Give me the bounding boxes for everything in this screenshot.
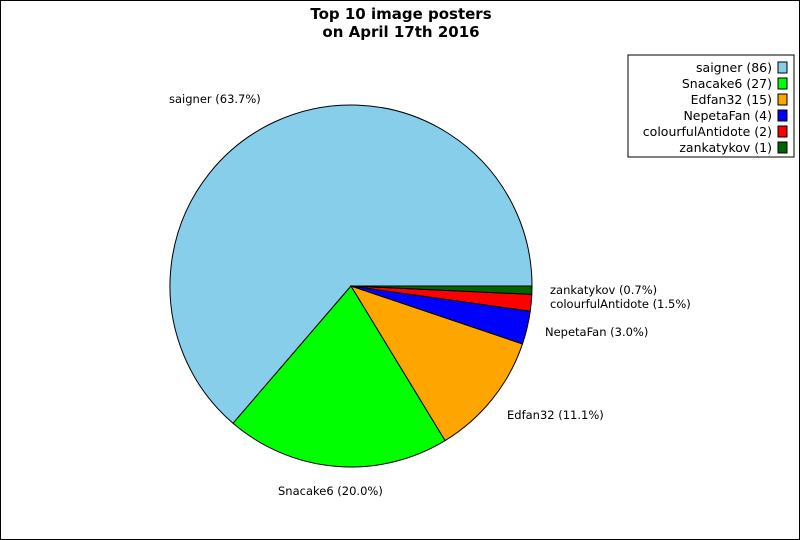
legend: saigner (86)Snacake6 (27)Edfan32 (15)Nep… [627,54,795,158]
legend-swatch-nepetafan [777,109,788,122]
legend-box [627,54,795,158]
chart-title-line-1: Top 10 image posters [310,5,491,23]
pie-slices [169,104,533,468]
legend-swatch-colourfulantidote [777,125,788,138]
legend-label-colourfulantidote: colourfulAntidote (2) [643,124,772,139]
slice-labels: saigner (63.7%) Snacake6 (20.0%) Edfan32 (… [169,92,691,498]
pie-slice-saigner [169,104,533,424]
slice-label-zankatykov: zankatykov (0.7%) [550,283,657,297]
legend-label-edfan32: Edfan32 (15) [691,92,772,107]
slice-label-snacake6: Snacake6 (20.0%) [278,484,383,498]
pie-slice-zankatykov [350,285,533,295]
legend-label-nepetafan: NepetaFan (4) [683,108,772,123]
legend-swatch-zankatykov [777,141,788,154]
legend-swatch-saigner [777,61,788,74]
legend-label-zankatykov: zankatykov (1) [679,140,772,155]
slice-label-colourfulantidote: colourfulAntidote (1.5%) [550,297,691,311]
pie-slice-snacake6 [232,285,446,468]
slice-label-edfan32: Edfan32 (11.1%) [507,408,604,422]
chart-title-line-2: on April 17th 2016 [322,23,479,41]
legend-swatch-snacake6 [777,77,788,90]
legend-swatch-edfan32 [777,93,788,106]
pie-slice-edfan32 [349,285,524,442]
legend-label-saigner: saigner (86) [696,60,772,75]
legend-label-snacake6: Snacake6 (27) [682,76,772,91]
slice-label-nepetafan: NepetaFan (3.0%) [545,325,648,339]
slice-label-saigner: saigner (63.7%) [169,92,261,106]
